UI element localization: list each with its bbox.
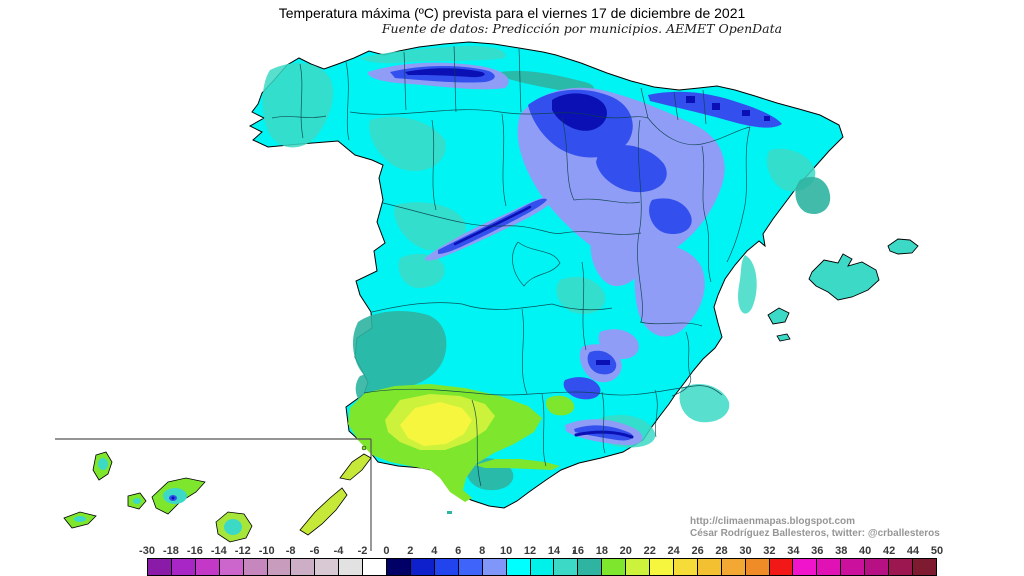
legend-tick-label: 42 [882,545,896,557]
legend-cell [171,559,196,575]
island-lanzarote [339,453,372,481]
legend-cell [841,559,866,575]
legend-tick-label: 32 [763,545,776,557]
legend-tick-label: -16 [186,545,203,557]
shade-blue-blobs [390,66,782,441]
legend-tick-label: 12 [523,545,537,557]
legend-cell [793,559,818,575]
legend-tick-label: 38 [835,545,848,557]
legend-cell [889,559,913,575]
legend-cell [554,559,579,575]
legend-tick-label: -8 [285,545,296,557]
legend-tick-label: 28 [715,545,728,557]
legend-tick-label: -14 [210,545,227,557]
shade-yellow-core [400,402,472,446]
legend-cell [506,559,531,575]
legend-marker-dot [572,550,576,553]
canary-islands-inset [55,438,372,551]
attribution-author: César Rodríguez Ballesteros, twitter: @c… [690,527,940,539]
legend-cell [434,559,459,575]
attribution-url: http://climaenmapas.blogspot.com [690,516,856,527]
legend-cell [387,559,411,575]
islet-dot [447,511,452,514]
el-hierro-core [74,516,86,522]
legend-cell [195,559,220,575]
legend-cell [745,559,770,575]
legend-cell [578,559,603,575]
legend-cell [913,559,936,575]
legend-cell [219,559,244,575]
island-mallorca [808,253,880,301]
legend-tick-label: 8 [479,545,486,557]
legend-tick-label: 18 [595,545,608,557]
legend-cell [673,559,698,575]
attribution: http://climaenmapas.blogspot.com César R… [690,516,940,539]
balearic-islands [767,238,919,342]
legend-cell [291,559,316,575]
legend-cell [650,559,674,575]
legend-tick-label: 14 [547,545,561,557]
legend-cell [458,559,483,575]
ridge-sierra-nevada [574,430,634,439]
shade-navy-cores [405,68,770,365]
island-fuerteventura [299,487,348,536]
legend-cell [243,559,268,575]
legend-tick-label: -2 [357,545,368,557]
island-menorca [887,238,919,255]
legend-cell [267,559,292,575]
legend-tick-label: 4 [431,545,438,557]
legend-tick-label: 50 [930,545,944,557]
legend-tick-label: 24 [667,545,680,557]
page-subtitle: Fuente de datos: Predicción por municipi… [381,21,783,36]
legend-cell [817,559,842,575]
legend-cell [410,559,435,575]
legend-cell [363,559,388,575]
legend-cell [865,559,890,575]
la-gomera-core [133,498,141,504]
legend-tick-label: 6 [455,545,462,557]
legend-tick-label: 36 [811,545,824,557]
legend-cell [721,559,746,575]
legend-tick-label: -18 [162,545,179,557]
legend-tick-label: 26 [691,545,704,557]
la-palma-core [98,458,108,470]
tenerife-teide-peak [171,496,175,500]
legend-cell [530,559,555,575]
island-ibiza [767,307,790,325]
legend-tick-label: 2 [407,545,414,557]
legend-tick-label: 34 [787,545,800,557]
legend-tick-label: 16 [571,545,585,557]
legend-cell [482,559,507,575]
legend-tick-label: -6 [309,545,320,557]
legend-cell [626,559,651,575]
legend-tick-label: 22 [643,545,656,557]
legend-tick-label: 40 [859,545,872,557]
legend-cell [697,559,722,575]
province-borders [271,45,751,487]
legend-cell [315,559,340,575]
legend-bar [147,558,937,576]
page-title: Temperatura máxima (ºC) prevista para el… [278,5,746,21]
legend-tick-labels: -30 -18 -16 -14 -12 -10 -8 -6 -4 -2 0 2 4 6 8 10 12 14 16 1… [0,545,1024,557]
legend-cell [148,559,172,575]
legend-tick-label: 10 [499,545,513,557]
legend-cell [769,559,794,575]
islet-la-graciosa [361,445,367,451]
legend-tick-label: -30 [139,545,155,557]
legend-tick-label: 0 [383,545,390,557]
legend-tick-label: 44 [906,545,920,557]
legend-cell [602,559,627,575]
legend-tick-label: 30 [739,545,752,557]
legend-tick-label: 20 [619,545,632,557]
gran-canaria-core [224,519,242,535]
legend-tick-label: -10 [258,545,275,557]
legend-cell [339,559,364,575]
legend-tick-label: -12 [234,545,251,557]
legend-tick-label: -4 [333,545,344,557]
shade-turquoise-patches [262,45,816,448]
island-formentera [776,333,791,342]
